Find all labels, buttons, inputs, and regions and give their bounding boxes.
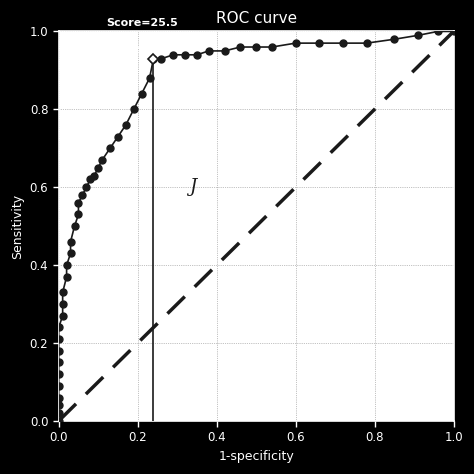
Text: Score=25.5: Score=25.5 [106,18,178,27]
Title: ROC curve: ROC curve [216,11,297,26]
Text: J: J [189,178,196,196]
Y-axis label: Sensitivity: Sensitivity [11,193,24,259]
Text: (Sn=0.93, Sp=0.76): (Sn=0.93, Sp=0.76) [67,45,179,55]
X-axis label: 1-specificity: 1-specificity [218,450,294,463]
